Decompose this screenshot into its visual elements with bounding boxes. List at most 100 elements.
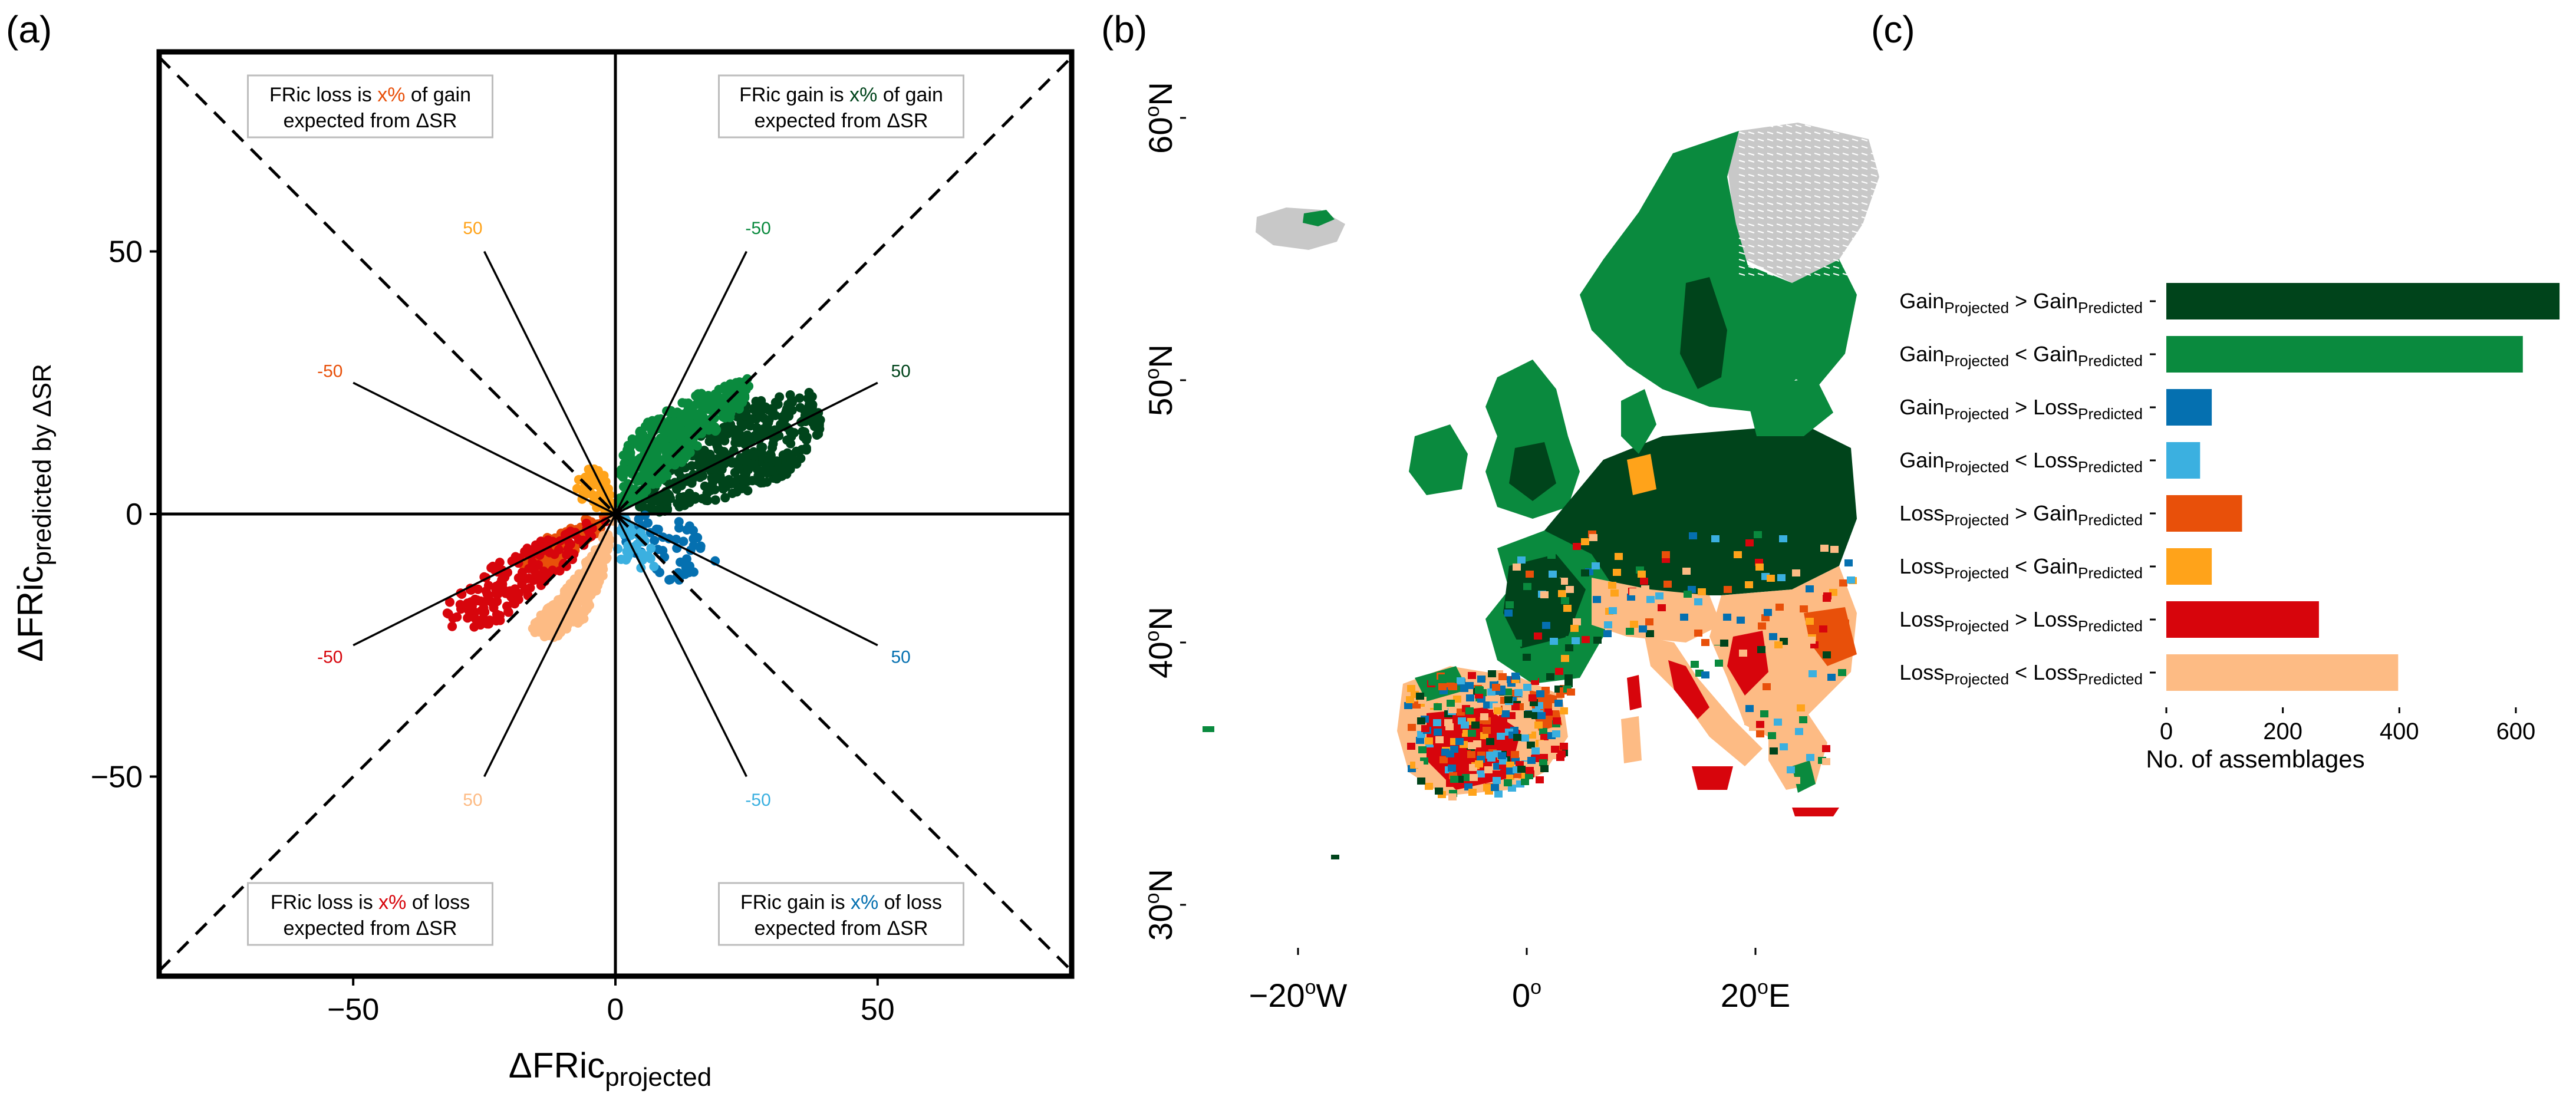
scatter-point: [581, 518, 591, 528]
grid-cell-line: [1757, 273, 1764, 276]
map-cell: [1480, 713, 1488, 720]
grid-cell-line: [1795, 209, 1802, 212]
map-cell: [1684, 591, 1692, 598]
grid-cell-line: [1823, 230, 1830, 233]
grid-cell-line: [1842, 195, 1849, 198]
grid-cell-line: [1804, 146, 1811, 149]
grid-cell-line: [1823, 238, 1830, 240]
grid-cell-line: [1804, 238, 1811, 240]
grid-cell-line: [1776, 209, 1783, 212]
bar: [2166, 336, 2523, 373]
grid-cell-line: [1852, 160, 1859, 163]
scatter-point: [714, 398, 724, 408]
grid-cell-line: [1804, 195, 1811, 198]
grid-cell-line: [1814, 131, 1821, 134]
scatter-point: [696, 543, 706, 554]
grid-cell-line: [1795, 181, 1802, 184]
map-cell: [1465, 707, 1474, 714]
percent-ray: [615, 513, 878, 647]
scatter-point: [536, 581, 546, 590]
map-cell: [1417, 777, 1425, 785]
map-cell: [1486, 738, 1494, 745]
map-cell: [1501, 710, 1510, 717]
category-label: LossProjected > LossPredicted: [1899, 607, 2143, 635]
grid-cell-line: [1757, 188, 1764, 191]
annotation-line-1: FRic loss is x% of loss: [271, 891, 470, 914]
scatter-point: [627, 527, 637, 537]
grid-cell-line: [1786, 202, 1793, 205]
grid-cell-line: [1757, 266, 1764, 269]
map-cell: [1556, 754, 1564, 761]
grid-cell-line: [1804, 153, 1811, 156]
scatter-point: [617, 464, 627, 475]
scatter-point: [520, 546, 530, 556]
scatter-point: [655, 568, 664, 578]
map-cell: [1715, 660, 1723, 667]
grid-cell-line: [1833, 230, 1840, 233]
x-tick-label: 400: [2380, 719, 2419, 744]
bar: [2166, 389, 2212, 426]
x-tick-label-50: 50: [861, 993, 895, 1027]
map-cell: [1434, 729, 1442, 736]
grid-cell-line: [1776, 139, 1783, 141]
bar: [2166, 548, 2212, 585]
scatter-point: [653, 505, 663, 515]
grid-cell-line: [1767, 273, 1774, 276]
scatter-point: [571, 612, 581, 622]
scatter-point: [568, 555, 577, 564]
grid-cell-line: [1870, 202, 1877, 205]
scatter-point: [787, 395, 796, 405]
map-cell: [1563, 605, 1572, 612]
bar: [2166, 283, 2560, 319]
annotation-line-2: expected from ΔSR: [755, 110, 928, 132]
scatter-point: [481, 586, 491, 596]
map-cell: [1769, 633, 1777, 640]
longitude-label: 20oE: [1721, 976, 1791, 1014]
grid-cell-line: [1814, 238, 1821, 240]
grid-cell-line: [1757, 153, 1764, 156]
scatter-point: [445, 597, 454, 607]
map-cell: [1418, 746, 1427, 753]
map-cell: [1641, 585, 1649, 592]
y-axis-label: ΔFRicpredicted by ΔSR: [11, 364, 57, 662]
grid-cell-line: [1767, 124, 1774, 127]
map-cell: [1760, 710, 1768, 717]
map-cell: [1701, 639, 1709, 646]
grid-cell-line: [1748, 188, 1755, 191]
map-cell: [1428, 678, 1437, 686]
scatter-point: [470, 614, 480, 624]
map-cell: [1560, 743, 1568, 750]
scatter-point: [495, 615, 505, 625]
grid-cell-line: [1738, 195, 1745, 198]
map-cell: [1593, 637, 1602, 644]
map-cell: [1475, 686, 1483, 693]
scatter-point: [649, 562, 659, 571]
grid-cell-line: [1814, 167, 1821, 170]
latitude-label: 30oN: [1141, 869, 1179, 941]
grid-cell-line: [1852, 153, 1859, 156]
grid-cell-line: [1823, 223, 1830, 226]
scatter-point: [692, 441, 702, 451]
scatter-point: [800, 427, 809, 437]
map-cell: [1694, 630, 1702, 637]
scatter-point: [633, 539, 643, 549]
scatter-point: [653, 525, 663, 535]
map-cell: [1534, 721, 1543, 729]
grid-cell-line: [1842, 131, 1849, 134]
grid-cell-line: [1833, 209, 1840, 212]
category-labels: GainProjected > GainPredicted GainProject…: [1899, 289, 2156, 688]
scatter-point: [588, 490, 597, 500]
grid-cell-line: [1842, 153, 1849, 156]
map-cell: [1457, 677, 1465, 684]
grid-cell-line: [1823, 124, 1830, 127]
map-cell: [1604, 621, 1612, 628]
diagonal-y-equals-x: [158, 56, 1073, 972]
map-cell: [1434, 703, 1442, 710]
map-cell: [1819, 625, 1827, 632]
grid-cell-line: [1748, 252, 1755, 255]
grid-cell-line: [1814, 266, 1821, 269]
grid-cell-line: [1814, 223, 1821, 226]
grid-cell-line: [1738, 160, 1745, 163]
map-cell: [1447, 700, 1455, 707]
scatter-point: [537, 572, 547, 582]
